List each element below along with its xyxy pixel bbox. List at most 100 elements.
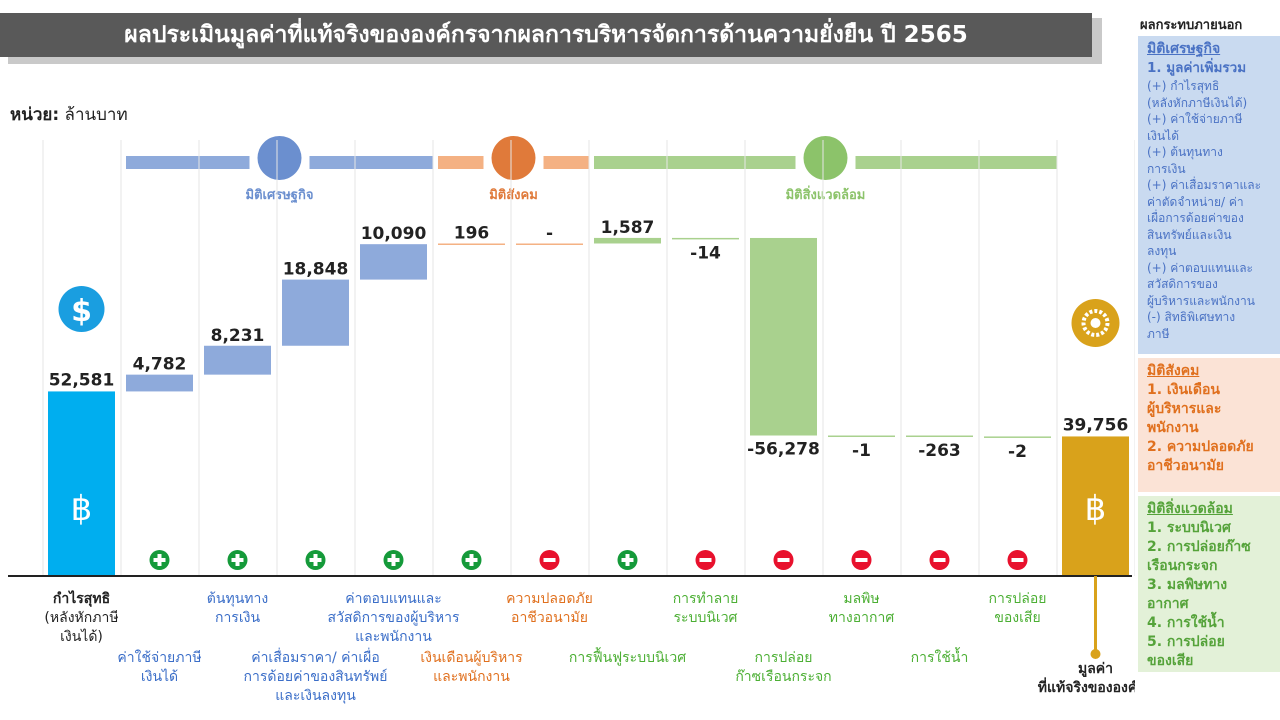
dimension-bar-left-economic bbox=[126, 156, 250, 169]
sidebar-economic-line: ผู้บริหารและพนักงาน bbox=[1147, 293, 1255, 308]
category-label: ต้นทุนทาง bbox=[207, 591, 268, 607]
category-label: ระบบนิเวศ bbox=[674, 610, 738, 626]
sidebar-economic-line: (+) ค่าเสื่อมราคาและ bbox=[1147, 178, 1262, 192]
category-label: ของเสีย bbox=[994, 610, 1040, 626]
category-label: การใช้น้ำ bbox=[911, 647, 969, 666]
sidebar-social-line: ผู้บริหารและ bbox=[1147, 401, 1222, 417]
minus-icon-h bbox=[1011, 558, 1024, 562]
data-label-step: -2 bbox=[1008, 442, 1027, 462]
sidebar-environment-heading: มิติสิ่งแวดล้อม bbox=[1147, 501, 1233, 517]
sidebar-economic-line: เผื่อการด้อยค่าของ bbox=[1147, 211, 1244, 225]
sidebar-environment-box: มิติสิ่งแวดล้อม 1. ระบบนิเวศ 2. การปล่อยก… bbox=[1138, 496, 1280, 672]
category-label: การปล่อย bbox=[755, 650, 813, 666]
category-label: การปล่อย bbox=[989, 591, 1047, 607]
sidebar-economic-line: (+) ค่าตอบแทนและ bbox=[1147, 260, 1253, 275]
sidebar-economic-line: สวัสดิการของ bbox=[1147, 277, 1218, 291]
bar-step bbox=[204, 345, 271, 375]
data-label-step: 1,587 bbox=[601, 218, 655, 238]
sidebar-economic-box: มิติเศรษฐกิจ 1. มูลค่าเพิ่มรวม (+) กำไรส… bbox=[1138, 36, 1280, 354]
plus-icon-v bbox=[391, 554, 396, 566]
minus-icon-h bbox=[699, 558, 712, 562]
baht-symbol-start: ฿ bbox=[71, 489, 93, 529]
category-label: ก๊าซเรือนกระจก bbox=[735, 669, 831, 685]
dimension-bar-right-environment bbox=[855, 156, 1057, 169]
bar-step bbox=[594, 237, 661, 244]
bar-step bbox=[126, 374, 193, 392]
category-label-start: เงินได้) bbox=[60, 628, 103, 645]
minus-icon-h bbox=[933, 558, 946, 562]
data-label-step: -14 bbox=[690, 243, 721, 263]
dimension-label-environment: มิติสิ่งแวดล้อม bbox=[786, 185, 866, 203]
category-label: ค่าตอบแทนและ bbox=[345, 591, 442, 607]
category-label: การเงิน bbox=[215, 610, 260, 626]
bar-step bbox=[906, 435, 973, 438]
dollar-icon-symbol: $ bbox=[71, 294, 92, 329]
category-label: การฟื้นฟูระบบนิเวศ bbox=[569, 647, 686, 666]
category-label: เงินได้ bbox=[141, 668, 178, 685]
sidebar-environment-line: 3. มลพิษทาง bbox=[1147, 577, 1228, 593]
minus-icon-h bbox=[777, 558, 790, 562]
sidebar-social-line: พนักงาน bbox=[1147, 420, 1199, 436]
dimension-bar-left-social bbox=[438, 156, 484, 169]
dimension-label-social: มิติสังคม bbox=[489, 188, 538, 203]
sidebar-social-box: มิติสังคม 1. เงินเดือน ผู้บริหารและ พนักงา… bbox=[1138, 358, 1280, 492]
dimension-bar-right-economic bbox=[309, 156, 433, 169]
dimension-label-economic: มิติเศรษฐกิจ bbox=[246, 188, 314, 204]
data-label-start: 52,581 bbox=[49, 370, 115, 390]
sidebar-economic-line: (+) ค่าใช้จ่ายภาษี bbox=[1147, 112, 1243, 126]
dimension-bar-right-social bbox=[543, 156, 589, 169]
sidebar-environment-line: 4. การใช้น้ำ bbox=[1147, 615, 1225, 631]
sidebar-environment-lines: 1. ระบบนิเวศ 2. การปล่อยก๊าซเรือนกระจก 3. … bbox=[1147, 519, 1274, 671]
data-label-step: - bbox=[546, 223, 553, 243]
economic-dimension-icon bbox=[257, 136, 302, 180]
bar-step bbox=[516, 243, 583, 245]
plus-icon-v bbox=[469, 554, 474, 566]
category-label: ค่าใช้จ่ายภาษี bbox=[117, 649, 201, 666]
plus-icon-v bbox=[157, 554, 162, 566]
category-label: ทางอากาศ bbox=[829, 610, 895, 626]
sidebar-environment-line: 1. ระบบนิเวศ bbox=[1147, 520, 1231, 536]
bar-step bbox=[750, 237, 817, 436]
data-label-step: 8,231 bbox=[211, 326, 265, 346]
sidebar-social-lines: 1. เงินเดือน ผู้บริหารและ พนักงาน 2. ความปล… bbox=[1147, 381, 1274, 476]
bar-step bbox=[828, 435, 895, 438]
dimension-bar-left-environment bbox=[594, 156, 796, 169]
data-label-step: -56,278 bbox=[747, 440, 820, 460]
category-label-start: (หลังหักภาษี bbox=[44, 610, 118, 626]
bar-step bbox=[282, 279, 349, 346]
data-label-step: 10,090 bbox=[361, 224, 427, 244]
social-dimension-icon bbox=[491, 136, 536, 180]
bar-step bbox=[672, 237, 739, 240]
sidebar-environment-line: 5. การปล่อย bbox=[1147, 634, 1225, 650]
dollar-icon bbox=[58, 286, 105, 332]
page-title: ผลประเมินมูลค่าที่แท้จริงขององค์กรจากผลก… bbox=[0, 13, 1092, 57]
sidebar-environment-line: เรือนกระจก bbox=[1147, 558, 1218, 574]
bar-step bbox=[438, 243, 505, 245]
minus-icon-h bbox=[855, 558, 868, 562]
category-label: มลพิษ bbox=[843, 591, 879, 607]
bar-end bbox=[1062, 436, 1129, 576]
category-label: การด้อยค่าของสินทรัพย์ bbox=[244, 668, 388, 685]
data-label-step: 196 bbox=[454, 223, 490, 243]
sidebar-social-line: อาชีวอนามัย bbox=[1147, 458, 1224, 474]
sidebar-social-heading: มิติสังคม bbox=[1147, 363, 1200, 379]
category-label-end: ที่แท้จริงขององค์กร bbox=[1038, 677, 1135, 696]
bar-step bbox=[360, 244, 427, 280]
sidebar-economic-line: (+) กำไรสุทธิ bbox=[1147, 79, 1220, 93]
category-label: ค่าเสื่อมราคา/ ค่าเผื่อ bbox=[251, 648, 380, 666]
category-label: และพนักงาน bbox=[433, 669, 510, 685]
data-label-end: 39,756 bbox=[1063, 415, 1129, 435]
baht-symbol-end: ฿ bbox=[1085, 489, 1107, 529]
sidebar-economic-line: (+) ต้นทุนทาง bbox=[1147, 145, 1223, 159]
category-label: เงินเดือนผู้บริหาร bbox=[420, 650, 523, 666]
unit-label: หน่วย: ล้านบาท bbox=[10, 101, 128, 128]
environment-dimension-icon bbox=[803, 136, 848, 180]
waterfall-chart: มิติเศรษฐกิจ มิติสังคม มิติสิ่งแวดล้อม 52,5… bbox=[8, 136, 1135, 704]
sidebar-economic-line: (หลังหักภาษีเงินได้) bbox=[1147, 95, 1248, 110]
bar-step bbox=[984, 436, 1051, 438]
sidebar-environment-line: อากาศ bbox=[1147, 596, 1189, 612]
sidebar-environment-line: 2. การปล่อยก๊าซ bbox=[1147, 539, 1251, 555]
end-pointer-dot bbox=[1090, 649, 1101, 659]
sidebar-economic-line: ลงทุน bbox=[1147, 244, 1177, 258]
sidebar-title: ผลกระทบภายนอก bbox=[1140, 18, 1243, 33]
